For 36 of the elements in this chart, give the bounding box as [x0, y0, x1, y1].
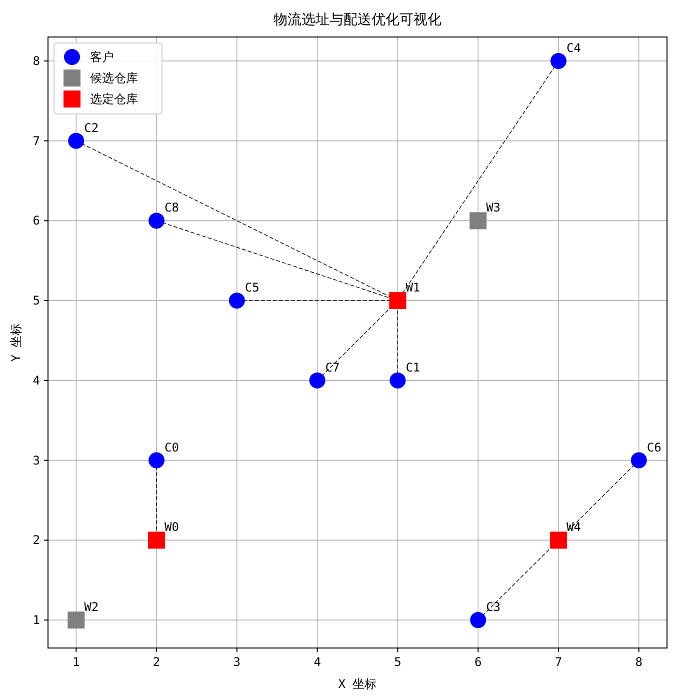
y-tick-label: 7 — [32, 134, 40, 148]
data-label: C3 — [486, 600, 501, 614]
x-tick-label: 1 — [72, 655, 80, 669]
data-label: C7 — [325, 360, 340, 374]
y-tick-label: 5 — [32, 294, 40, 308]
data-label: W1 — [406, 280, 420, 295]
data-label: C1 — [406, 360, 420, 374]
x-axis-title: X 坐标 — [338, 677, 377, 691]
y-tick-label: 2 — [32, 533, 40, 548]
x-tick-label: 6 — [474, 655, 482, 669]
x-tick-label: 7 — [554, 655, 562, 669]
data-label: C8 — [164, 200, 179, 215]
legend-label: 候选仓库 — [90, 71, 138, 85]
x-tick-label: 4 — [314, 655, 321, 669]
data-label: W4 — [566, 520, 581, 534]
y-axis-title: Y 坐标 — [9, 323, 23, 362]
data-label: W0 — [164, 520, 179, 534]
y-tick-label: 1 — [32, 613, 40, 628]
y-tick-label: 3 — [32, 453, 40, 468]
data-label: C4 — [566, 40, 581, 55]
legend-label: 选定仓库 — [90, 92, 138, 106]
data-label: W2 — [84, 600, 99, 614]
x-tick-label: 8 — [635, 655, 642, 669]
x-tick-label: 2 — [152, 655, 160, 669]
y-tick-label: 6 — [32, 214, 40, 228]
data-label: C6 — [646, 440, 662, 454]
data-label: C2 — [84, 120, 99, 135]
x-tick-label: 3 — [233, 655, 241, 669]
data-label: C0 — [164, 440, 179, 454]
legend-label: 客户 — [90, 50, 114, 64]
x-tick-label: 5 — [394, 655, 402, 669]
data-label: C5 — [244, 280, 260, 295]
data-label: W3 — [486, 200, 501, 215]
y-tick-label: 4 — [32, 373, 40, 388]
chart-title: 物流选址与配送优化可视化 — [274, 12, 442, 28]
y-tick-label: 8 — [32, 54, 40, 68]
